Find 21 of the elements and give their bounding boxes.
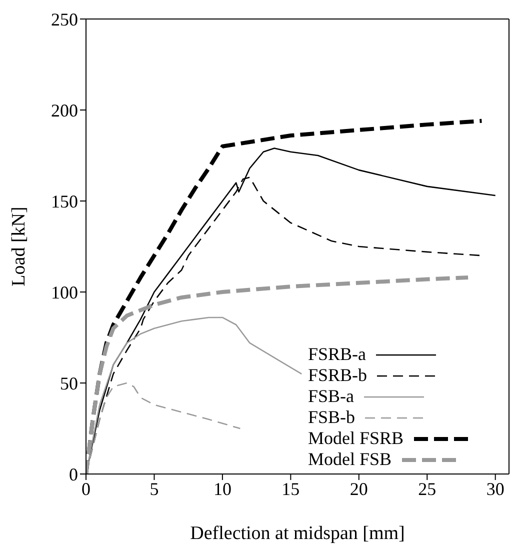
legend-label: Model FSRB <box>308 428 404 449</box>
x-tick-label: 25 <box>418 478 436 499</box>
y-tick-label: 50 <box>60 373 78 394</box>
y-tick-label: 250 <box>51 9 78 30</box>
y-tick-label: 0 <box>69 464 78 484</box>
x-tick-label: 20 <box>350 478 368 499</box>
x-tick-label: 5 <box>150 478 159 499</box>
y-tick-label: 200 <box>51 100 78 120</box>
x-tick-label: 0 <box>82 478 90 499</box>
y-tick-label: 100 <box>51 282 78 302</box>
legend-label: FSB-a <box>308 386 354 407</box>
y-axis-title: Load [kN] <box>8 206 30 286</box>
y-tick-label: 150 <box>51 191 78 212</box>
legend-label: FSRB-a <box>308 344 366 365</box>
legend-label: FSRB-b <box>308 365 368 386</box>
legend-label: FSB-b <box>308 407 356 428</box>
x-tick-label: 30 <box>486 478 504 499</box>
x-tick-label: 15 <box>282 478 300 499</box>
x-tick-label: 10 <box>213 478 232 499</box>
legend-label: Model FSB <box>308 449 392 470</box>
x-axis-title: Deflection at midspan [mm] <box>190 523 405 544</box>
